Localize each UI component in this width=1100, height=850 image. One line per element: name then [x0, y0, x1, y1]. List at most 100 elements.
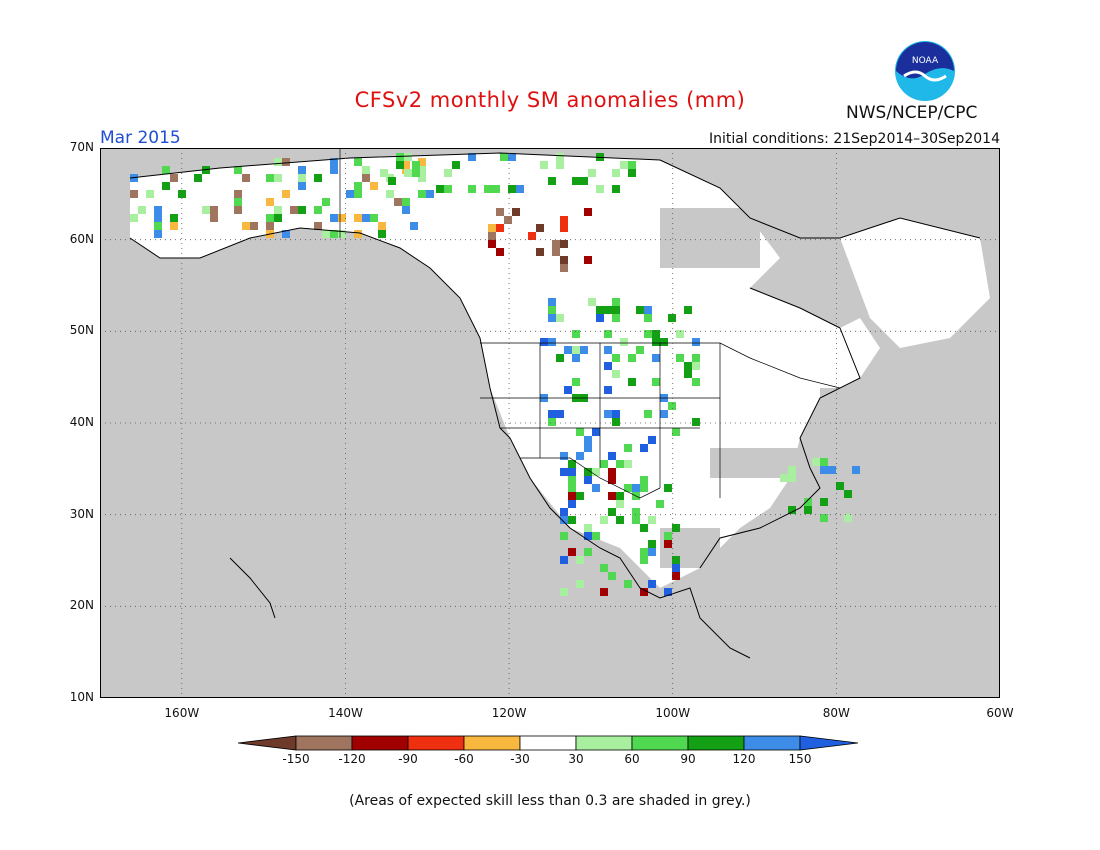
anomaly-cell [362, 174, 370, 182]
anomaly-cell [660, 338, 668, 346]
anomaly-cell [676, 354, 684, 362]
anomaly-cell [556, 410, 564, 418]
anomaly-cell [282, 158, 290, 166]
forecast-period: Mar 2015 [100, 128, 181, 148]
anomaly-cell [592, 468, 600, 476]
anomaly-cell [608, 492, 616, 500]
anomaly-cell [234, 166, 242, 174]
anomaly-cell [576, 428, 584, 436]
anomaly-cell [640, 548, 648, 556]
anomaly-cell [632, 516, 640, 524]
anomaly-cell [668, 314, 676, 322]
anomaly-cell [844, 490, 852, 498]
anomaly-cell [402, 198, 410, 206]
anomaly-cell [672, 564, 680, 572]
anomaly-cell [298, 174, 306, 182]
anomaly-cell [836, 482, 844, 490]
anomaly-cell [592, 428, 600, 436]
anomaly-cell [616, 516, 624, 524]
lat-label: 10N [69, 690, 94, 704]
colorbar-tick-label: -150 [282, 752, 310, 766]
colorbar-tick-label: 90 [680, 752, 696, 766]
anomaly-cell [234, 206, 242, 214]
anomaly-cell [644, 410, 652, 418]
anomaly-cell [484, 185, 492, 193]
anomaly-cell [404, 153, 412, 161]
anomaly-cell [354, 230, 362, 238]
anomaly-cell [608, 508, 616, 516]
anomaly-cell [548, 338, 556, 346]
anomaly-cell [664, 532, 672, 540]
anomaly-cell [388, 177, 396, 185]
anomaly-cell [418, 158, 426, 166]
anomaly-cell [536, 224, 544, 232]
anomaly-cell [396, 153, 404, 161]
anomaly-cell [508, 153, 516, 161]
anomaly-cell [628, 378, 636, 386]
anomaly-cell [664, 588, 672, 596]
anomaly-cell [604, 306, 612, 314]
anomaly-cell [652, 378, 660, 386]
logo-text: NOAA [912, 56, 939, 66]
lon-label: 80W [822, 706, 850, 720]
anomaly-cell [274, 214, 282, 222]
anomaly-cell [210, 214, 218, 222]
anomaly-cell [612, 169, 620, 177]
anomaly-cell [552, 248, 560, 256]
anomaly-cell [560, 588, 568, 596]
anomaly-cell [512, 256, 520, 264]
anomaly-cell [266, 214, 274, 222]
anomaly-cell [370, 214, 378, 222]
anomaly-cell [624, 580, 632, 588]
colorbar-segment [463, 735, 521, 751]
anomaly-cell [338, 230, 346, 238]
anomaly-cell [612, 410, 620, 418]
anomaly-cell [612, 314, 620, 322]
anomaly-cell [266, 198, 274, 206]
anomaly-cell [572, 346, 580, 354]
anomaly-cell [548, 177, 556, 185]
anomaly-cell [556, 153, 564, 161]
anomaly-cell [138, 206, 146, 214]
anomaly-cell [648, 580, 656, 588]
lon-label: 60W [986, 706, 1014, 720]
anomaly-cell [788, 474, 796, 482]
anomaly-cell [676, 330, 684, 338]
chart-title: CFSv2 monthly SM anomalies (mm) [354, 88, 746, 112]
anomaly-cell [548, 314, 556, 322]
anomaly-cell [644, 330, 652, 338]
anomaly-cell [386, 190, 394, 198]
anomaly-cell [560, 264, 568, 272]
anomaly-cell [266, 222, 274, 230]
colorbar-tick-label: 60 [624, 752, 640, 766]
anomaly-cell [568, 460, 576, 468]
anomaly-cell [282, 230, 290, 238]
anomaly-cell [636, 346, 644, 354]
anomaly-cell [604, 362, 612, 370]
lat-label: 20N [69, 598, 94, 613]
anomaly-cell [632, 484, 640, 492]
anomaly-cell [314, 206, 322, 214]
anomaly-cell [242, 174, 250, 182]
anomaly-cell [672, 428, 680, 436]
footnote: (Areas of expected skill less than 0.3 a… [349, 793, 751, 809]
noaa-logo-icon: NOAA [895, 41, 955, 101]
anomaly-cell [628, 161, 636, 169]
anomaly-cell [290, 206, 298, 214]
lat-label: 40N [69, 415, 94, 429]
anomaly-cell [528, 232, 536, 240]
anomaly-cell [548, 410, 556, 418]
anomaly-cell [362, 166, 370, 174]
anomaly-cell [596, 185, 604, 193]
anomaly-cell [250, 222, 258, 230]
anomaly-cell [648, 540, 656, 548]
anomaly-cell [298, 206, 306, 214]
lon-label: 100W [655, 706, 691, 720]
anomaly-cell [444, 185, 452, 193]
anomaly-cell [804, 506, 812, 514]
anomaly-cell [584, 436, 592, 444]
anomaly-cell [568, 476, 576, 484]
anomaly-cell [652, 354, 660, 362]
anomaly-cell [242, 222, 250, 230]
anomaly-cell [418, 190, 426, 198]
